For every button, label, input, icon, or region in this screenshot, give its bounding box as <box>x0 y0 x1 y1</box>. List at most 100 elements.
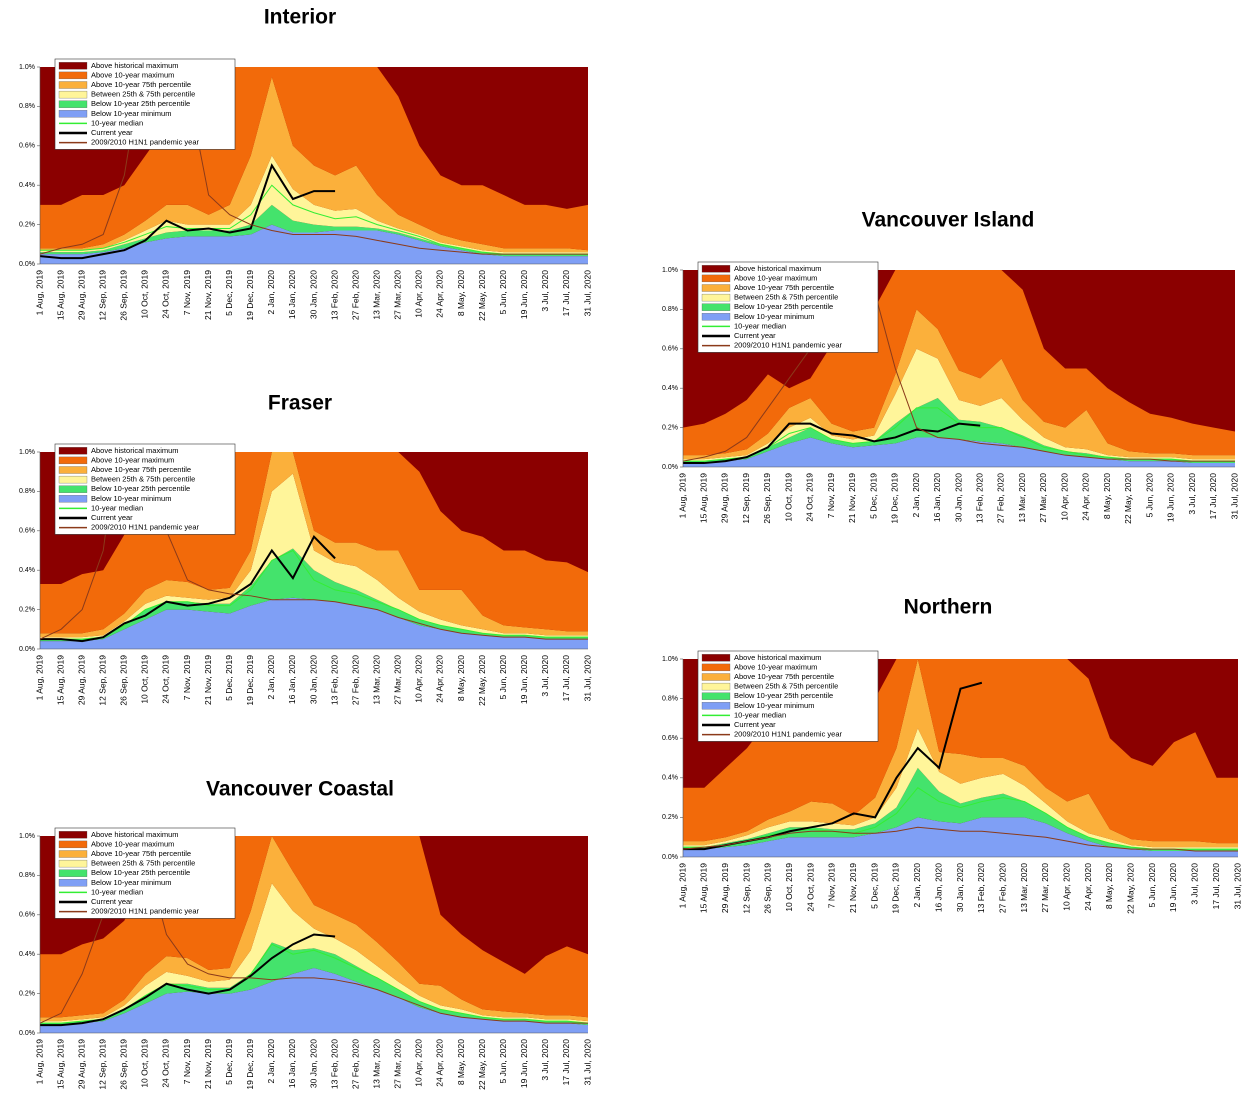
x-tick-label: 27 Mar, 2020 <box>1038 473 1048 523</box>
band-area <box>40 204 588 257</box>
x-tick-label: 22 May, 2020 <box>1123 473 1133 524</box>
x-tick-label: 17 Jul, 2020 <box>561 270 571 317</box>
x-tick-label: 10 Apr, 2020 <box>414 270 424 318</box>
band-area <box>683 817 1238 857</box>
legend-label: Above 10-year maximum <box>734 273 817 282</box>
legend-swatch <box>58 466 88 474</box>
x-tick-label: 19 Jun, 2020 <box>1166 473 1176 522</box>
y-tick-label: 0.2% <box>19 606 35 613</box>
x-tick-label: 15 Aug, 2019 <box>55 1039 65 1089</box>
x-tick-label: 24 Apr, 2020 <box>1083 863 1093 911</box>
x-tick-label: 16 Jan, 2020 <box>287 1039 297 1088</box>
band-area <box>40 967 588 1033</box>
legend-swatch <box>58 62 88 70</box>
series-line <box>683 422 981 465</box>
x-tick-label: 1 Aug, 2019 <box>677 473 687 519</box>
x-tick-label: 12 Sep, 2019 <box>741 473 751 524</box>
x-tick-label: 15 Aug, 2019 <box>699 863 709 913</box>
x-tick-label: 13 Mar, 2020 <box>1019 863 1029 913</box>
band-area <box>683 270 1235 456</box>
x-tick-label: 7 Nov, 2019 <box>182 655 192 700</box>
x-tick-label: 3 Jul, 2020 <box>1187 473 1197 515</box>
series-line <box>40 535 336 643</box>
legend-label: Below 10-year minimum <box>91 109 171 118</box>
legend-label: 2009/2010 H1N1 pandemic year <box>734 341 842 350</box>
y-tick-label: 1.0% <box>19 449 35 456</box>
legend-label: Below 10-year 25th percentile <box>734 302 833 311</box>
x-tick-label: 27 Mar, 2020 <box>1040 863 1050 913</box>
legend-swatch <box>701 673 731 681</box>
legend-label: Below 10-year minimum <box>91 494 171 503</box>
legend-swatch <box>701 293 731 302</box>
y-tick-label: 0.6% <box>662 346 678 353</box>
legend-label: Above 10-year 75th percentile <box>91 80 191 89</box>
x-tick-label: 10 Oct, 2019 <box>784 863 794 912</box>
chart-title: Vancouver Island <box>862 209 1035 232</box>
legend-label: Current year <box>734 720 776 729</box>
x-tick-label: 13 Mar, 2020 <box>371 270 381 320</box>
band-area <box>40 942 588 1026</box>
x-tick-label: 13 Feb, 2020 <box>329 655 339 705</box>
legend-label: Below 10-year minimum <box>91 878 171 887</box>
x-tick-label: 27 Feb, 2020 <box>350 270 360 320</box>
legend-swatch <box>701 265 731 273</box>
x-tick-label: 5 Jun, 2020 <box>498 1039 508 1084</box>
legend-label: Above historical maximum <box>734 653 822 662</box>
x-tick-label: 21 Nov, 2019 <box>848 863 858 913</box>
legend-swatch <box>58 850 88 858</box>
legend-label: 2009/2010 H1N1 pandemic year <box>734 730 842 739</box>
chart-title: Interior <box>264 6 336 29</box>
legend-swatch <box>58 100 88 108</box>
x-tick-label: 27 Mar, 2020 <box>393 270 403 320</box>
legend-swatch <box>701 303 731 311</box>
legend-label: Below 10-year minimum <box>734 312 814 321</box>
x-tick-label: 1 Aug, 2019 <box>34 270 44 316</box>
band-area <box>683 398 1235 464</box>
x-tick-label: 29 Aug, 2019 <box>76 655 86 705</box>
x-tick-label: 1 Aug, 2019 <box>677 863 687 909</box>
x-tick-label: 21 Nov, 2019 <box>203 270 213 320</box>
x-tick-label: 19 Jun, 2020 <box>519 655 529 704</box>
legend-label: 10-year median <box>734 710 786 719</box>
x-tick-label: 29 Aug, 2019 <box>76 270 86 320</box>
y-tick-label: 0.6% <box>19 143 35 150</box>
y-tick-label: 0.4% <box>662 385 678 392</box>
x-tick-label: 2 Jan, 2020 <box>266 655 276 700</box>
x-tick-label: 21 Nov, 2019 <box>203 1039 213 1089</box>
legend-label: Current year <box>91 513 133 522</box>
x-tick-label: 26 Sep, 2019 <box>119 270 129 321</box>
legend-label: Below 10-year 25th percentile <box>734 691 833 700</box>
y-tick-label: 0.0% <box>19 1030 35 1037</box>
chart-panel: Northern 0.0% 0.2% 0.4% 0.6% 0.8% 1.0% 1 Aug, 2… <box>662 596 1242 914</box>
x-tick-label: 7 Nov, 2019 <box>826 473 836 518</box>
band-area <box>40 224 588 264</box>
x-tick-label: 2 Jan, 2020 <box>912 863 922 908</box>
legend-swatch <box>58 495 88 503</box>
x-tick-label: 1 Aug, 2019 <box>34 655 44 701</box>
legend-swatch <box>701 702 731 710</box>
legend-label: Current year <box>734 331 776 340</box>
x-tick-label: 10 Oct, 2019 <box>140 655 150 704</box>
y-tick-label: 0.4% <box>19 567 35 574</box>
legend-label: 10-year median <box>91 503 143 512</box>
x-tick-label: 19 Dec, 2019 <box>245 270 255 321</box>
y-tick-label: 0.8% <box>662 306 678 313</box>
x-tick-label: 22 May, 2020 <box>477 655 487 706</box>
legend-label: Current year <box>91 897 133 906</box>
legend-swatch <box>701 692 731 700</box>
legend-label: 2009/2010 H1N1 pandemic year <box>91 138 199 147</box>
x-tick-label: 22 May, 2020 <box>1126 863 1136 914</box>
x-tick-label: 5 Jun, 2020 <box>1144 473 1154 518</box>
x-tick-label: 15 Aug, 2019 <box>55 270 65 320</box>
legend-label: Above 10-year 75th percentile <box>91 465 191 474</box>
band-area <box>40 597 588 649</box>
x-tick-label: 22 May, 2020 <box>477 270 487 321</box>
x-tick-label: 13 Feb, 2020 <box>976 863 986 913</box>
band-area <box>683 309 1235 460</box>
legend-swatch <box>58 840 88 849</box>
legend-swatch <box>58 869 88 877</box>
x-tick-label: 8 May, 2020 <box>1104 863 1114 909</box>
legend-swatch <box>701 682 731 691</box>
y-tick-label: 1.0% <box>19 833 35 840</box>
